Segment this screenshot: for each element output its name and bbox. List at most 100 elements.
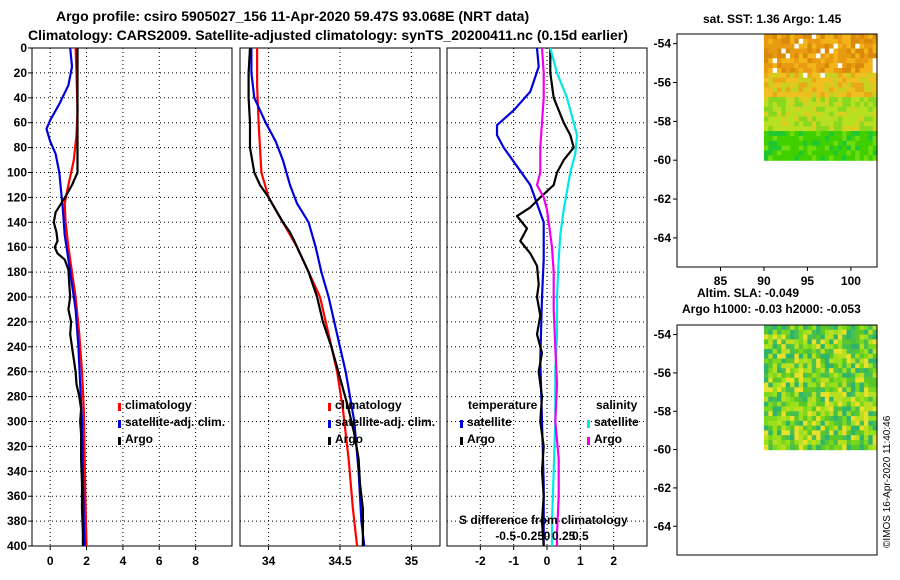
map-cell (846, 145, 852, 152)
map-cell (846, 87, 852, 93)
map-cell (811, 425, 817, 432)
map-cell (850, 363, 856, 369)
map-cell (863, 420, 869, 427)
map-cell (790, 339, 795, 345)
map-cell (803, 48, 809, 55)
map-cell (803, 435, 809, 441)
map-cell (846, 435, 852, 441)
map-cell (785, 63, 791, 69)
map-cell (850, 155, 856, 161)
map-cell (820, 131, 826, 137)
map-cell (811, 97, 817, 103)
map-cell (790, 72, 795, 79)
map-cell (842, 82, 848, 88)
map-cell (816, 87, 822, 93)
map-cell (833, 363, 839, 369)
map-cell (842, 416, 848, 422)
map-cell (829, 111, 835, 118)
map-cell (863, 368, 869, 374)
map-cell (859, 106, 865, 113)
map-cell (837, 382, 843, 388)
lat-tick-label: -58 (654, 404, 672, 418)
map-cell (781, 435, 787, 441)
map-cell (777, 150, 782, 156)
map-cell (794, 48, 800, 55)
map-cell (855, 334, 861, 340)
map-cell (824, 425, 830, 432)
map-cell (837, 126, 843, 132)
map-cell (777, 411, 782, 417)
map-cell (811, 53, 817, 59)
map-cell (781, 368, 787, 374)
map-cell (859, 135, 865, 142)
map-cell (790, 325, 795, 331)
map-cell (777, 106, 782, 113)
map-cell (768, 368, 774, 374)
map-cell (824, 97, 830, 103)
map-cell (842, 377, 848, 384)
map-cell (803, 339, 809, 345)
map-cell (855, 155, 861, 161)
map-cell (781, 53, 787, 59)
map-cell (850, 87, 856, 93)
map-cell (798, 372, 804, 379)
map-cell (781, 101, 787, 108)
map-cell (816, 131, 822, 137)
map-cell (850, 416, 856, 422)
map-cell (846, 329, 852, 336)
map-cell (820, 101, 826, 108)
map-cell (833, 377, 839, 384)
map-cell (790, 63, 795, 69)
map-cell (790, 82, 795, 88)
map-cell (868, 150, 874, 156)
map-cell (872, 334, 878, 340)
map-cell (850, 396, 856, 403)
map-cell (855, 392, 861, 398)
map-cell (846, 411, 852, 417)
map-cell (768, 92, 774, 98)
temperature-legend: climatology satellite-adj. clim. Argo (118, 398, 225, 446)
map-cell (833, 150, 839, 156)
map-cell (872, 111, 878, 118)
map-cell (763, 329, 769, 336)
map-cell (785, 150, 791, 156)
map-cell (868, 43, 874, 50)
map-cell (798, 368, 804, 374)
map-cell (837, 440, 843, 446)
map-cell (781, 382, 787, 388)
map-cell (859, 377, 865, 384)
map-cell (794, 92, 800, 98)
map-cell (777, 58, 782, 64)
map-cell (798, 344, 804, 350)
map-cell (763, 101, 769, 108)
map-cell (842, 387, 848, 393)
map-cell (803, 135, 809, 142)
map-cell (863, 339, 869, 345)
map-cell (763, 121, 769, 127)
map-cell (863, 401, 869, 408)
map-cell (811, 401, 817, 408)
map-cell (816, 97, 822, 103)
map-cell (863, 38, 869, 45)
map-cell (768, 111, 774, 118)
legend-swatch-satellite (328, 420, 331, 428)
map-cell (816, 43, 822, 50)
map-cell (855, 67, 861, 74)
map-cell (829, 155, 835, 161)
map-cell (807, 430, 813, 436)
map-cell (842, 135, 848, 142)
map-cell (846, 92, 852, 98)
map-cell (763, 145, 769, 152)
map-cell (833, 140, 839, 147)
map-cell (811, 325, 817, 331)
map-cell (872, 106, 878, 113)
map-cell (807, 348, 813, 355)
map-cell (829, 339, 835, 345)
map-cell (863, 92, 869, 98)
map-cell (790, 155, 795, 161)
map-cell (785, 392, 791, 398)
map-cell (768, 72, 774, 79)
map-cell (777, 155, 782, 161)
map-cell (833, 116, 839, 122)
map-cell (768, 348, 774, 355)
